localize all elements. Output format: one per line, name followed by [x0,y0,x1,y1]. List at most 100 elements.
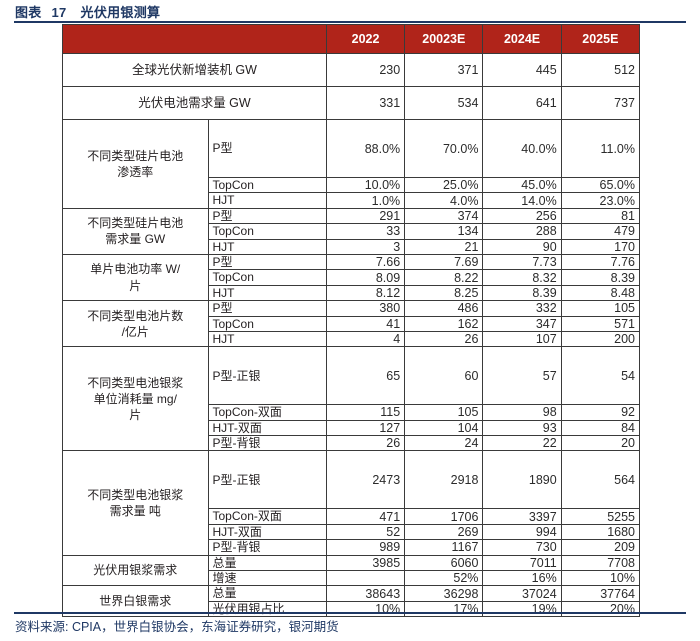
cell-value-c3: 1890 [482,450,562,510]
column-header-2024e: 2024E [482,24,562,54]
cell-value-c4: 11.0% [560,119,641,178]
cell-value-c1: 3985 [325,554,406,572]
cell-value-c1: 26 [325,435,406,452]
page-title: 图表 17 光伏用银测算 [0,2,160,21]
cell-value-c3: 22 [482,435,562,452]
cell-value-c2: 8.22 [404,269,484,286]
row-sub-label: TopCon-双面 [207,404,327,421]
table-row: TopCon 33 134 288 479 [63,223,641,240]
table-body: 全球光伏新增装机 GW 230 371 445 512 光伏电池需求量 GW 331 534 6… [62,53,641,618]
table-row: 世界白银需求 总量 38643 36298 37024 37764 [62,585,641,618]
cell-value-c3: 994 [482,523,562,541]
cell-value-c1: 127 [325,419,406,437]
cell-value-c2: 4.0% [404,192,484,209]
cell-value-c3: 16% [482,570,562,587]
cell-value-c2: 70.0% [404,119,484,178]
cell-value-c3: 45.0% [482,176,562,194]
table-row: TopCon-双面 115 105 98 92 [63,404,641,421]
cell-value-c2: 2918 [404,450,484,510]
cell-value-c1: 88.0% [325,119,406,178]
table-row: TopCon 8.09 8.22 8.32 8.39 [63,269,641,286]
cell-value-c4: 10% [560,570,641,587]
table-row: TopCon 10.0% 25.0% 45.0% 65.0% [63,176,641,194]
row-sub-label: P型 [207,300,327,317]
cell-value-c1: 291 [325,207,406,225]
cell-value-c2: 1167 [404,539,484,556]
cell-value-c3: 14.0% [482,192,562,209]
cell-value-c3: 641 [482,86,562,120]
row-label: 光伏电池需求量 GW [62,86,327,120]
cell-value-c1: 52 [325,523,406,541]
row-sub-label: HJT [207,330,327,348]
cell-value-c4: 20 [560,435,641,452]
cell-value-c4: 7708 [560,554,641,572]
column-header-2025e: 2025E [560,24,641,54]
table-row: HJT-双面 127 104 93 84 [63,419,641,437]
cell-value-c1: 38643 [325,585,406,602]
cell-value-c4: 571 [560,315,641,332]
table-row: HJT 4 26 107 200 [63,330,641,348]
cell-value-c4: 23.0% [560,192,641,209]
title-name: 光伏用银测算 [80,4,161,20]
cell-value-c3: 7.73 [482,253,562,271]
table-row: 不同类型电池银浆 单位消耗量 mg/片 P型-正银 65 60 57 54 [62,346,641,452]
cell-value-c2: 60 [404,346,484,406]
cell-value-c2: 371 [404,53,484,87]
cell-value-c1 [325,570,406,587]
row-sub-label: P型 [207,119,327,178]
cell-value-c2: 26 [404,330,484,348]
cell-value-c4: 512 [560,53,641,87]
row-group-label: 不同类型电池银浆 需求量 吨 [62,450,209,556]
row-sub-label: TopCon [207,269,327,286]
cell-value-c4: 65.0% [560,176,641,194]
row-sub-label: HJT [207,192,327,209]
cell-value-c2: 105 [404,404,484,421]
cell-value-c2: 7.69 [404,253,484,271]
cell-value-c2: 17% [404,600,484,618]
cell-value-c3: 445 [482,53,562,87]
cell-value-c2: 52% [404,570,484,587]
cell-value-c1: 380 [325,300,406,317]
row-sub-label: 增速 [207,570,327,587]
table-row: 单片电池功率 W/片 P型 7.66 7.69 7.73 7.76 [62,253,641,302]
row-group-label: 世界白银需求 [62,585,209,618]
cell-value-c2: 8.25 [404,284,484,302]
cell-value-c4: 84 [560,419,641,437]
cell-value-c2: 6060 [404,554,484,572]
cell-value-c3: 90 [482,238,562,255]
column-header-2023e: 20023E [404,24,484,54]
row-sub-label: TopCon [207,176,327,194]
table-row: 不同类型硅片电池 渗透率 P型 88.0% 70.0% 40.0% 11.0% [62,119,641,209]
row-sub-label: 总量 [207,585,327,602]
row-sub-label: 光伏用银占比 [207,600,327,618]
cell-value-c3: 8.32 [482,269,562,286]
cell-value-c2: 486 [404,300,484,317]
cell-value-c1: 1.0% [325,192,406,209]
cell-value-c2: 24 [404,435,484,452]
cell-value-c4: 105 [560,300,641,317]
cell-value-c1: 989 [325,539,406,556]
row-sub-label: TopCon [207,223,327,240]
row-sub-label: P型-正银 [207,450,327,510]
cell-value-c1: 10% [325,600,406,618]
cell-value-c2: 1706 [404,508,484,525]
cell-value-c1: 115 [325,404,406,421]
data-table-wrapper: 2022 20023E 2024E 2025E 全球光伏新增装机 GW 230 37… [62,24,641,618]
table-row: HJT 8.12 8.25 8.39 8.48 [63,284,641,302]
cell-value-c2: 36298 [404,585,484,602]
cell-value-c4: 209 [560,539,641,556]
cell-value-c3: 57 [482,346,562,406]
row-sub-label: P型 [207,207,327,225]
cell-value-c4: 737 [560,86,641,120]
row-group-label: 单片电池功率 W/片 [62,253,209,302]
cell-value-c3: 37024 [482,585,562,602]
cell-value-c1: 331 [325,86,406,120]
cell-value-c3: 3397 [482,508,562,525]
cell-value-c2: 21 [404,238,484,255]
table-row: 光伏用银浆需求 总量 3985 6060 7011 7708 [62,554,641,587]
table-row: 不同类型电池银浆 需求量 吨 P型-正银 2473 2918 1890 564 [62,450,641,556]
row-sub-label: HJT [207,284,327,302]
title-divider [14,21,686,23]
row-sub-label: TopCon [207,315,327,332]
